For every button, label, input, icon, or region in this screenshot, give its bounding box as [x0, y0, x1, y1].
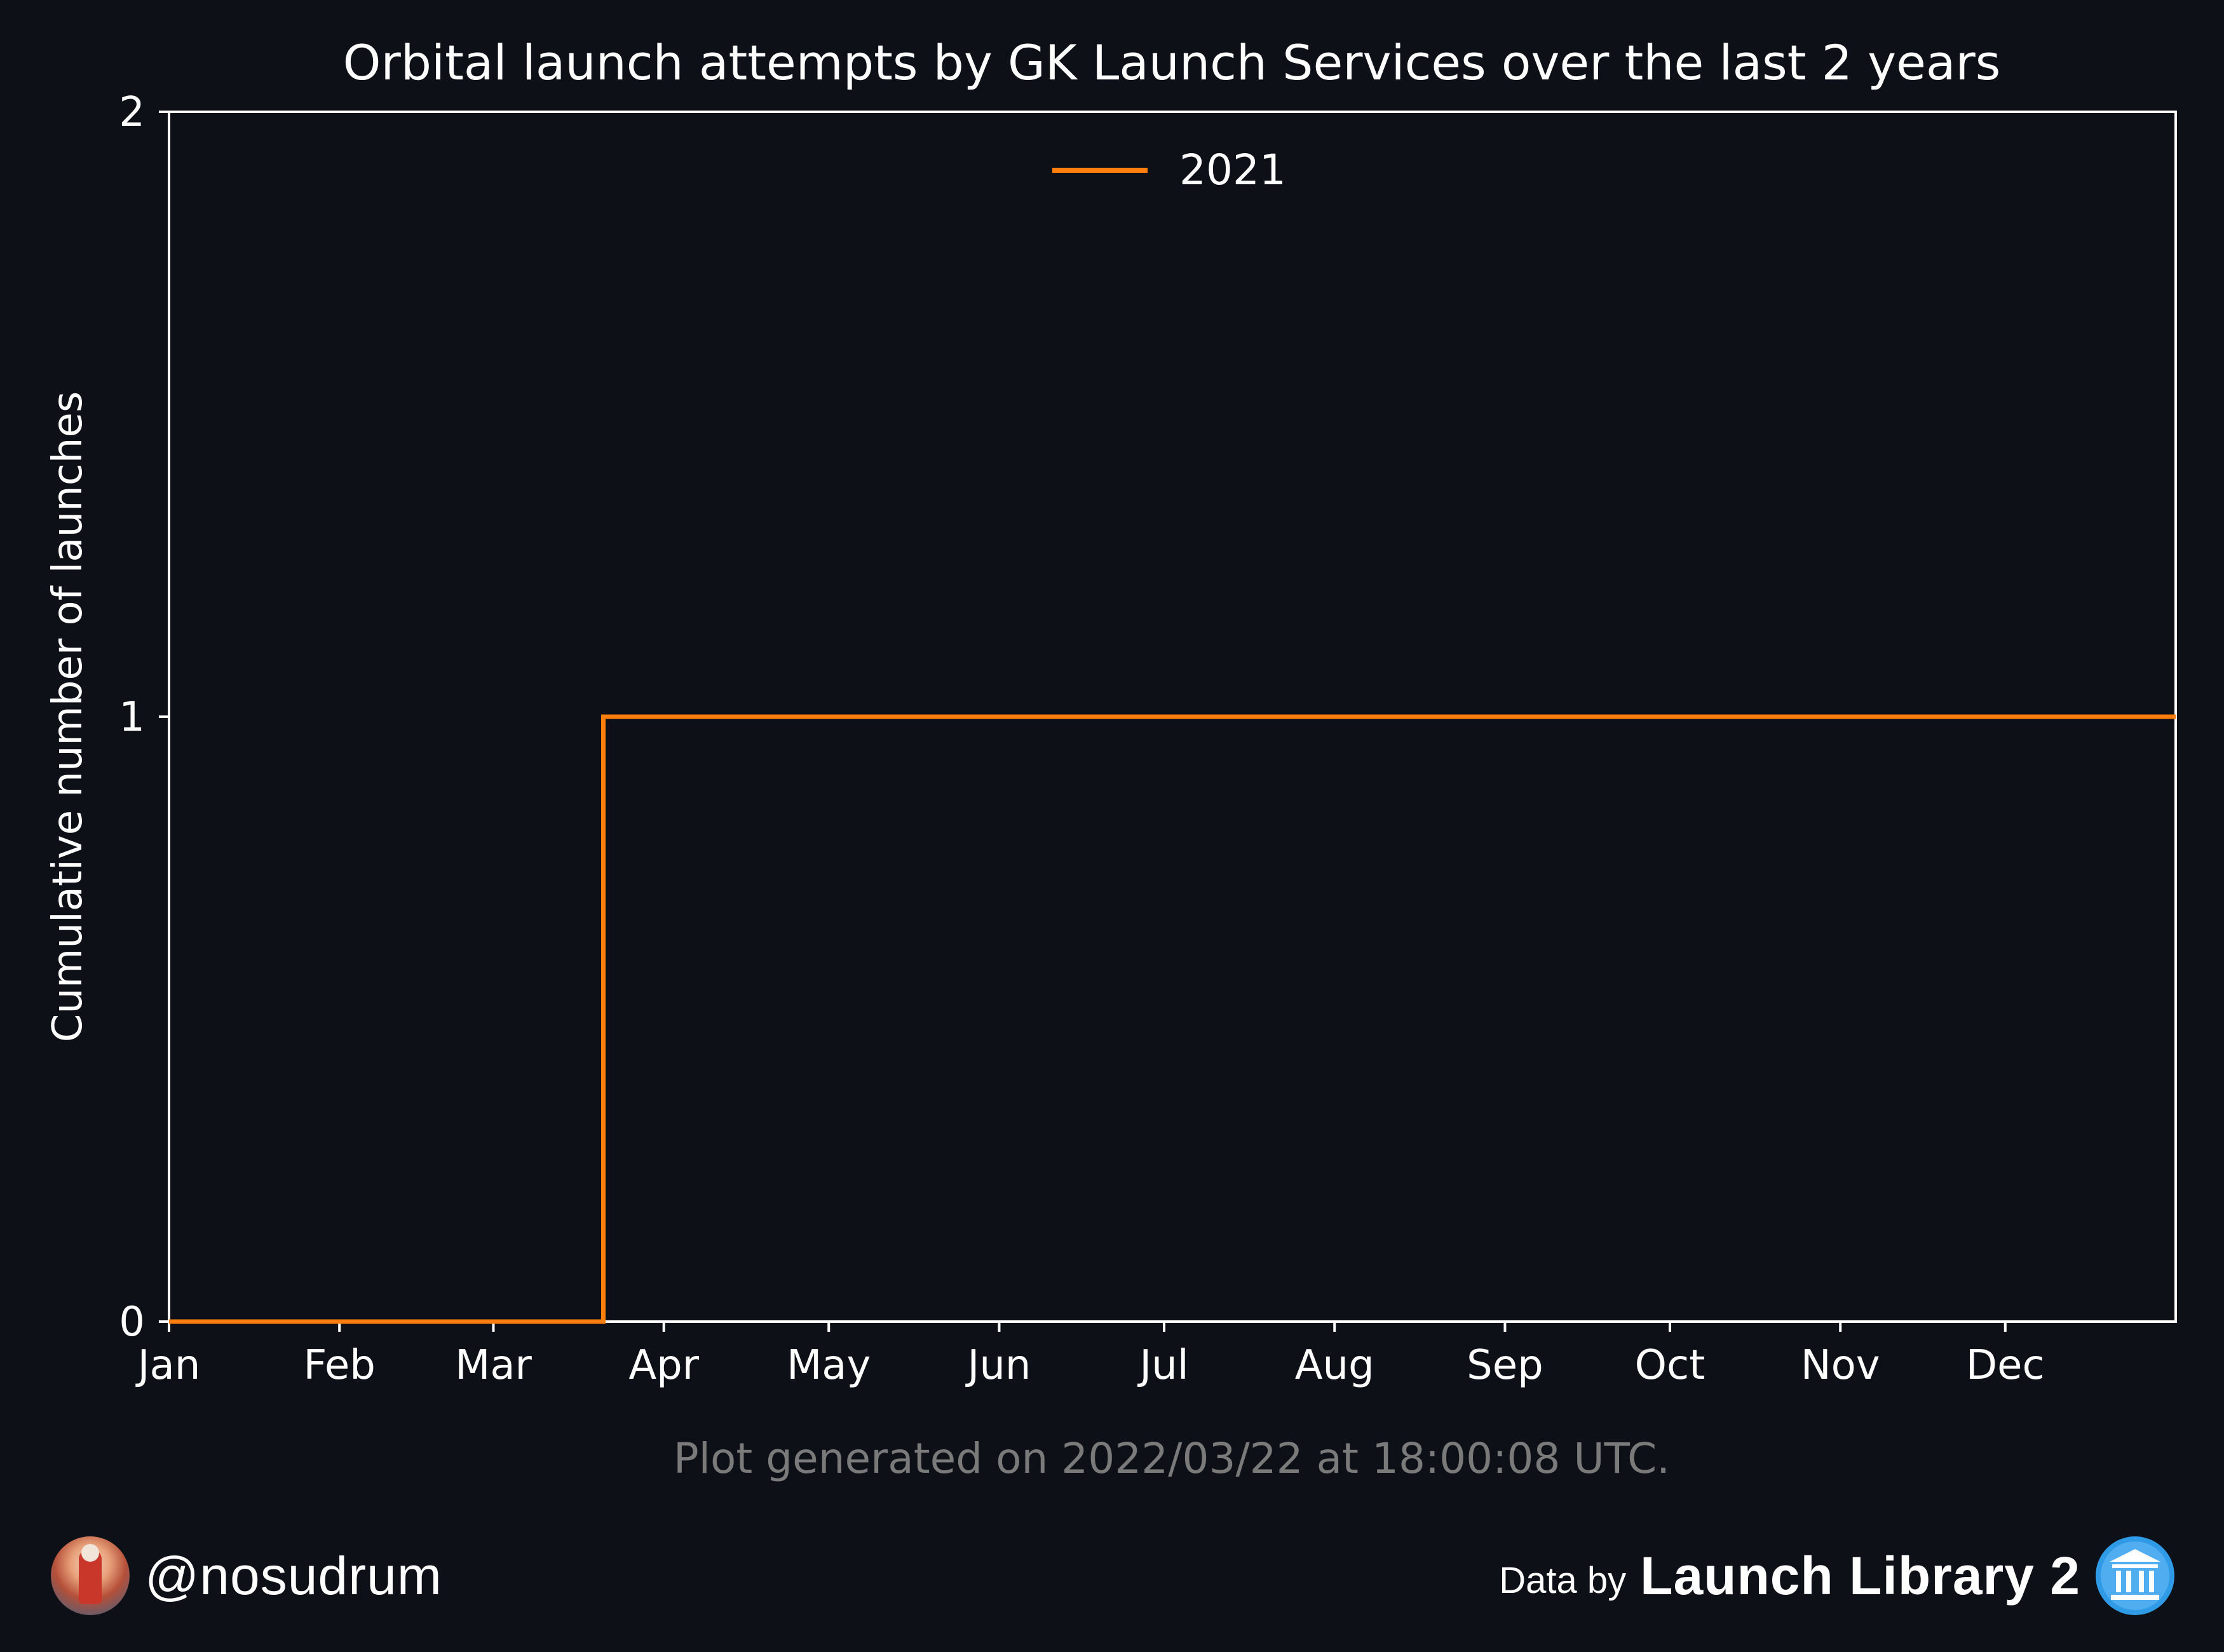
avatar	[51, 1536, 130, 1615]
x-tick-label-mar: Mar	[455, 1342, 532, 1389]
x-tick-label-may: May	[787, 1342, 871, 1389]
x-tick-label-oct: Oct	[1635, 1342, 1705, 1389]
x-tick-label-sep: Sep	[1467, 1342, 1543, 1389]
legend: 2021	[1052, 146, 1286, 194]
data-source-credit: Data by Launch Library 2	[1499, 1534, 2176, 1617]
x-tick-label-aug: Aug	[1295, 1342, 1374, 1389]
x-tick-label-nov: Nov	[1801, 1342, 1880, 1389]
series-line-2021	[169, 714, 2176, 1324]
x-axis: Jan Feb Mar Apr May Jun Jul Aug Sep Oct Nov Dec	[135, 1322, 2045, 1389]
data-by-label: Data by	[1499, 1559, 1627, 1601]
x-tick-label-jan: Jan	[135, 1342, 201, 1389]
series-layer	[169, 714, 2176, 1324]
x-tick-label-jun: Jun	[965, 1342, 1031, 1389]
y-tick-label-0: 0	[119, 1299, 145, 1346]
x-tick-label-apr: Apr	[628, 1342, 699, 1389]
library-logo-icon	[2096, 1536, 2174, 1615]
legend-label-2021: 2021	[1179, 146, 1286, 194]
author-credit: @nosudrum	[51, 1534, 442, 1617]
source-name: Launch Library 2	[1640, 1545, 2080, 1606]
x-tick-label-jul: Jul	[1137, 1342, 1188, 1389]
chart-title: Orbital launch attempts by GK Launch Ser…	[343, 34, 2001, 91]
y-axis-label: Cumulative number of launches	[44, 391, 92, 1042]
y-tick-label-2: 2	[119, 89, 145, 136]
x-tick-label-feb: Feb	[304, 1342, 376, 1389]
y-tick-label-1: 1	[119, 694, 145, 741]
x-tick-label-dec: Dec	[1966, 1342, 2045, 1389]
generated-note: Plot generated on 2022/03/22 at 18:00:08…	[674, 1434, 1670, 1483]
y-axis: 0 1 2	[119, 89, 169, 1346]
author-handle: @nosudrum	[145, 1545, 442, 1606]
